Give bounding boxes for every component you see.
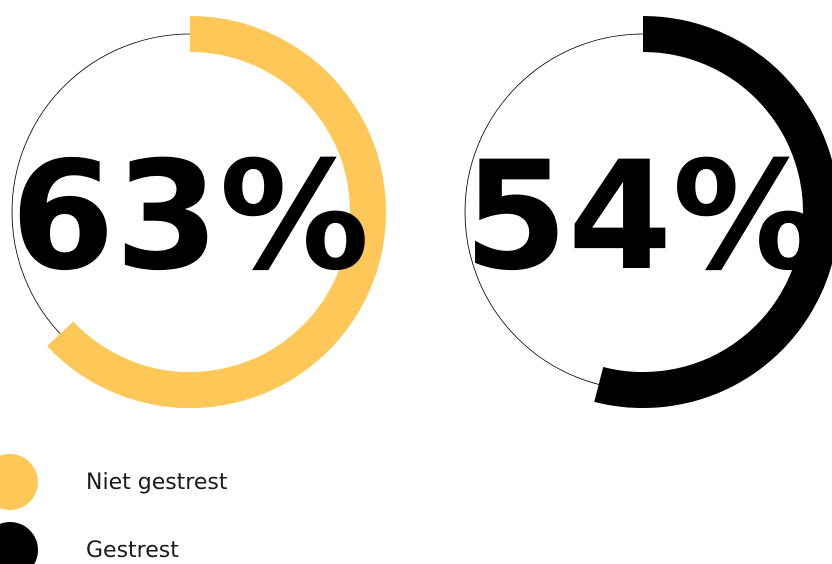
donut-value-label-gestrest: 54% bbox=[463, 130, 822, 304]
legend-label-gestrest: Gestrest bbox=[86, 537, 179, 563]
donut-charts: 63% 54% bbox=[10, 16, 832, 408]
legend: Niet gestrest Gestrest bbox=[0, 452, 400, 564]
donut-chart-niet-gestrest: 63% bbox=[10, 16, 386, 408]
legend-swatch-niet-gestrest bbox=[0, 454, 38, 510]
legend-swatch-gestrest bbox=[0, 522, 38, 564]
legend-item-niet-gestrest: Niet gestrest bbox=[0, 454, 228, 510]
legend-item-gestrest: Gestrest bbox=[0, 522, 179, 564]
donut-value-label-niet-gestrest: 63% bbox=[10, 130, 369, 304]
donut-arc-niet-gestrest bbox=[47, 16, 386, 408]
legend-label-niet-gestrest: Niet gestrest bbox=[86, 469, 228, 495]
donut-chart-gestrest: 54% bbox=[463, 16, 832, 408]
donut-arc-gestrest bbox=[594, 16, 832, 408]
